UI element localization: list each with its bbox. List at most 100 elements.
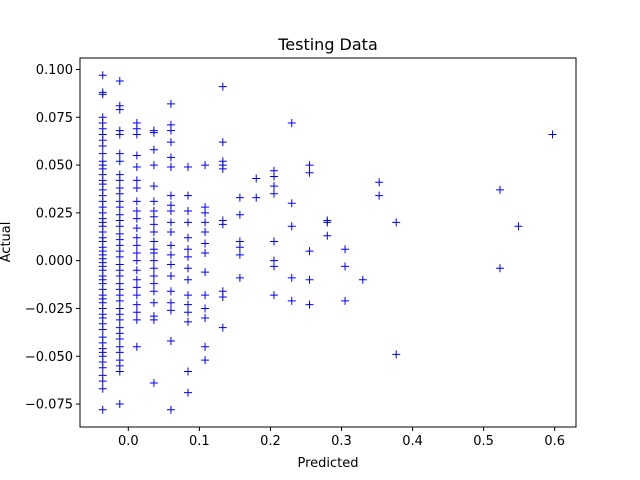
data-point [115, 189, 124, 198]
x-tick-label: 0.5 [473, 434, 494, 449]
data-point [166, 260, 175, 269]
data-point [184, 308, 193, 317]
data-point [132, 206, 141, 215]
data-point [392, 350, 401, 359]
data-point [287, 119, 296, 128]
data-point [98, 377, 107, 386]
data-point [514, 222, 523, 231]
data-point [115, 157, 124, 166]
data-point [132, 151, 141, 160]
data-point [184, 191, 193, 200]
y-tick-label: 0.050 [36, 159, 73, 174]
data-point [201, 249, 210, 258]
data-point [166, 250, 175, 259]
data-point [149, 237, 158, 246]
data-point [132, 214, 141, 223]
data-point [98, 363, 107, 372]
data-point [115, 348, 124, 357]
data-point [184, 388, 193, 397]
data-point [98, 71, 107, 80]
data-point [149, 161, 158, 170]
data-point [201, 291, 210, 300]
data-point [115, 296, 124, 305]
y-tick-label: −0.025 [25, 302, 73, 317]
data-point [269, 237, 278, 246]
data-point [201, 239, 210, 248]
data-point [269, 182, 278, 191]
data-point [132, 233, 141, 242]
data-point [115, 400, 124, 409]
data-point [548, 130, 557, 139]
data-point [149, 220, 158, 229]
data-point [375, 191, 384, 200]
data-point [166, 336, 175, 345]
data-point [132, 249, 141, 258]
data-point [201, 314, 210, 323]
data-point [149, 212, 158, 221]
data-point [166, 287, 175, 296]
data-point [305, 161, 314, 170]
data-point [218, 138, 227, 147]
data-point [305, 168, 314, 177]
data-point [115, 367, 124, 376]
data-point [252, 174, 261, 183]
data-point [166, 218, 175, 227]
data-point [132, 176, 141, 185]
data-point [201, 227, 210, 236]
data-point [184, 275, 193, 284]
data-point [184, 233, 193, 242]
data-point [341, 296, 350, 305]
data-point [149, 287, 158, 296]
y-tick-label: 0.025 [36, 206, 73, 221]
data-point [235, 210, 244, 219]
data-point [287, 199, 296, 208]
data-point [115, 176, 124, 185]
data-point [235, 250, 244, 259]
data-point [287, 273, 296, 282]
data-point [149, 249, 158, 258]
data-point [166, 138, 175, 147]
data-point [201, 304, 210, 313]
data-point [132, 300, 141, 309]
data-point [115, 203, 124, 212]
data-point [269, 291, 278, 300]
data-point [305, 247, 314, 256]
data-point [184, 206, 193, 215]
data-point [149, 271, 158, 280]
data-point [132, 184, 141, 193]
data-point [201, 208, 210, 217]
data-point [115, 130, 124, 139]
data-point [184, 252, 193, 261]
data-point [166, 271, 175, 280]
y-axis: −0.075 −0.050 −0.025 0.000 0.025 0.050 0.075 0.… [25, 63, 80, 413]
data-point [287, 296, 296, 305]
data-point [149, 315, 158, 324]
data-point [132, 130, 141, 139]
x-axis-label: Predicted [297, 456, 358, 471]
data-point [166, 191, 175, 200]
y-tick-label: −0.075 [25, 398, 73, 413]
y-tick-label: 0.100 [36, 63, 73, 78]
data-point [201, 342, 210, 351]
data-point [166, 99, 175, 108]
data-point [358, 275, 367, 284]
data-point [132, 283, 141, 292]
data-point [235, 243, 244, 252]
data-point [98, 141, 107, 150]
x-tick-label: 0.4 [402, 434, 423, 449]
data-point [98, 384, 107, 393]
data-point [115, 315, 124, 324]
data-point [218, 292, 227, 301]
data-point [252, 193, 261, 202]
plot-frame [79, 57, 577, 428]
data-point [149, 145, 158, 154]
data-point [201, 356, 210, 365]
data-point [495, 264, 504, 273]
data-points [98, 71, 557, 414]
x-tick-label: 0.6 [544, 434, 565, 449]
data-point [341, 262, 350, 271]
data-point [115, 252, 124, 261]
data-point [166, 241, 175, 250]
